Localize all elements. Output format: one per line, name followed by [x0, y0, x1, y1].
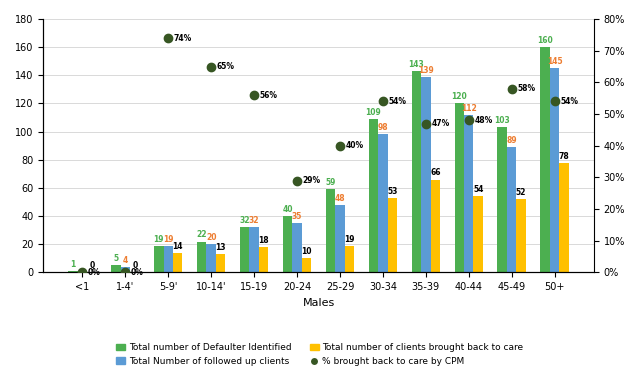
Text: 14: 14: [172, 242, 183, 251]
Text: 0%: 0%: [131, 268, 144, 277]
Text: 66: 66: [430, 168, 440, 177]
Bar: [120, 267, 130, 272]
Text: 112: 112: [461, 104, 477, 113]
Text: 19: 19: [154, 234, 164, 244]
Bar: [164, 246, 173, 272]
Text: 5: 5: [113, 255, 118, 263]
Bar: [369, 119, 378, 272]
Text: 58%: 58%: [517, 84, 536, 93]
Bar: [283, 216, 292, 272]
Text: 40: 40: [282, 205, 293, 214]
Text: 54: 54: [473, 186, 483, 194]
Text: 98: 98: [378, 124, 388, 132]
Text: 4: 4: [123, 256, 128, 265]
Bar: [250, 227, 259, 272]
Text: 74%: 74%: [174, 33, 192, 43]
Bar: [550, 68, 559, 272]
Bar: [154, 246, 164, 272]
Text: 0%: 0%: [88, 268, 101, 277]
Bar: [301, 259, 311, 272]
Text: 47%: 47%: [431, 119, 450, 128]
Text: 32: 32: [249, 216, 259, 225]
Bar: [412, 71, 421, 272]
Bar: [173, 253, 182, 272]
Bar: [68, 271, 77, 272]
Text: 22: 22: [196, 230, 207, 239]
Bar: [259, 247, 268, 272]
Text: 120: 120: [451, 92, 467, 101]
Text: 29%: 29%: [303, 176, 321, 185]
Bar: [326, 190, 335, 272]
Bar: [507, 147, 516, 272]
Text: 109: 109: [365, 108, 381, 117]
Text: 35: 35: [292, 212, 302, 221]
Text: 52: 52: [516, 188, 526, 197]
Text: 65%: 65%: [217, 62, 235, 71]
Bar: [540, 47, 550, 272]
Text: 160: 160: [537, 36, 553, 45]
Bar: [474, 197, 483, 272]
Text: 13: 13: [216, 243, 226, 252]
Text: 10: 10: [301, 247, 312, 256]
Bar: [111, 266, 120, 272]
Text: 20: 20: [206, 233, 216, 242]
Bar: [345, 246, 354, 272]
Bar: [464, 115, 474, 272]
Text: 78: 78: [559, 151, 570, 161]
Bar: [292, 223, 301, 272]
Text: 89: 89: [506, 136, 517, 145]
Text: 56%: 56%: [260, 91, 278, 99]
Bar: [559, 162, 569, 272]
Bar: [454, 104, 464, 272]
Bar: [516, 199, 526, 272]
Text: 1: 1: [70, 260, 76, 269]
Text: 18: 18: [259, 236, 269, 245]
Text: 0: 0: [132, 262, 138, 270]
Bar: [421, 77, 431, 272]
Bar: [335, 205, 345, 272]
Bar: [216, 254, 225, 272]
Text: 19: 19: [344, 234, 355, 244]
Text: 59: 59: [325, 178, 336, 187]
Text: 19: 19: [163, 234, 173, 244]
Text: 32: 32: [239, 216, 250, 225]
Text: 143: 143: [408, 60, 424, 69]
Bar: [378, 134, 388, 272]
Bar: [240, 227, 250, 272]
Text: 0: 0: [89, 262, 95, 270]
Text: 48%: 48%: [474, 116, 493, 125]
Text: 54%: 54%: [388, 97, 406, 106]
Text: 40%: 40%: [346, 141, 364, 150]
Text: 48: 48: [335, 194, 345, 203]
Text: 139: 139: [418, 66, 434, 75]
Text: 103: 103: [494, 116, 510, 125]
X-axis label: Males: Males: [302, 298, 335, 308]
Bar: [497, 127, 507, 272]
Bar: [197, 242, 207, 272]
Bar: [207, 244, 216, 272]
Legend: Total number of Defaulter Identified, Total Number of followed up clients, Total: Total number of Defaulter Identified, To…: [112, 339, 528, 370]
Bar: [388, 198, 397, 272]
Text: 54%: 54%: [560, 97, 578, 106]
Bar: [431, 180, 440, 272]
Text: 145: 145: [547, 57, 563, 66]
Text: 53: 53: [387, 187, 397, 196]
